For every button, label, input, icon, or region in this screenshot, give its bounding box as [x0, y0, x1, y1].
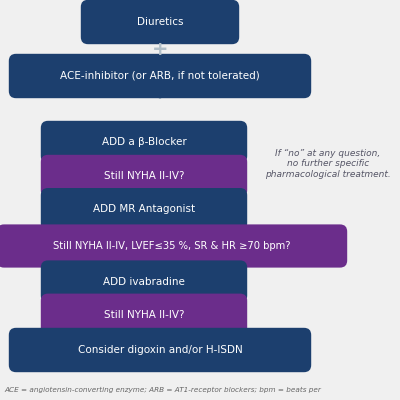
FancyBboxPatch shape — [81, 0, 239, 44]
Text: ADD a β-Blocker: ADD a β-Blocker — [102, 137, 186, 147]
FancyBboxPatch shape — [9, 328, 311, 372]
Text: Still NYHA II-IV?: Still NYHA II-IV? — [104, 310, 184, 320]
Text: Consider digoxin and/or H-ISDN: Consider digoxin and/or H-ISDN — [78, 345, 242, 355]
FancyBboxPatch shape — [0, 224, 347, 268]
Text: ADD MR Antagonist: ADD MR Antagonist — [93, 204, 195, 214]
Text: If “no” at any question,
no further specific
pharmacological treatment.: If “no” at any question, no further spec… — [265, 149, 391, 179]
Text: ACE = angiotensin-converting enzyme; ARB = AT1-receptor blockers; bpm = beats pe: ACE = angiotensin-converting enzyme; ARB… — [4, 387, 321, 393]
FancyBboxPatch shape — [9, 54, 311, 98]
FancyBboxPatch shape — [41, 188, 247, 230]
Text: ADD ivabradine: ADD ivabradine — [103, 277, 185, 286]
Text: Still NYHA II-IV, LVEF≤35 %, SR & HR ≥70 bpm?: Still NYHA II-IV, LVEF≤35 %, SR & HR ≥70… — [53, 241, 291, 251]
FancyBboxPatch shape — [41, 121, 247, 163]
FancyBboxPatch shape — [41, 260, 247, 303]
FancyBboxPatch shape — [41, 155, 247, 197]
Text: Diuretics: Diuretics — [137, 17, 183, 27]
Text: Still NYHA II-IV?: Still NYHA II-IV? — [104, 171, 184, 181]
FancyBboxPatch shape — [41, 294, 247, 336]
Text: +: + — [152, 40, 168, 59]
Text: ACE-inhibitor (or ARB, if not tolerated): ACE-inhibitor (or ARB, if not tolerated) — [60, 71, 260, 81]
